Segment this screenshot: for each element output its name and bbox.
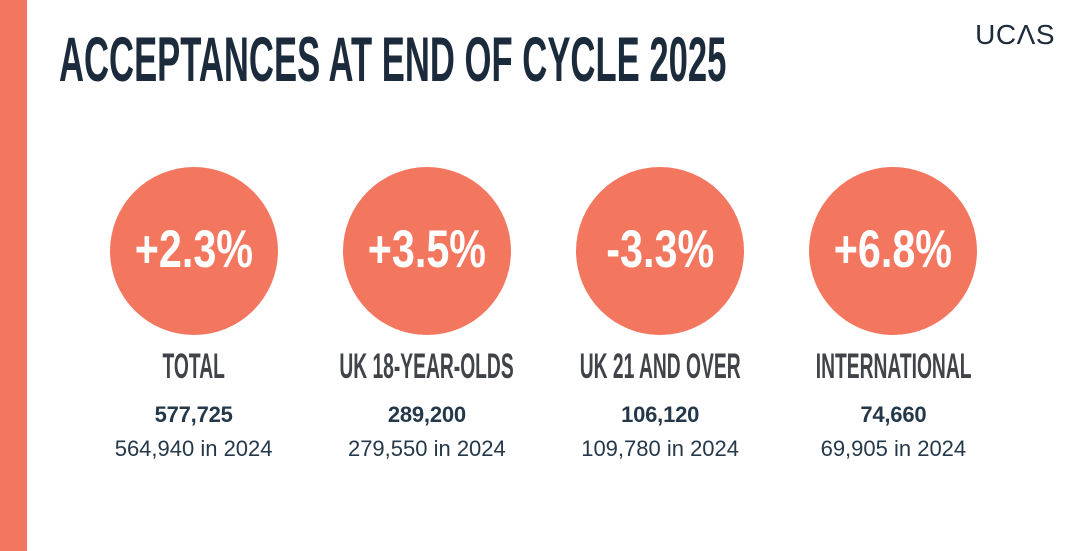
value-2025: 74,660 — [860, 402, 927, 427]
change-circle: +6.8% — [809, 167, 978, 335]
page-title: ACCEPTANCES AT END OF CYCLE 2025 — [59, 25, 727, 95]
ucas-logo: UCΛS — [975, 19, 1055, 50]
change-percentage: +3.5% — [367, 219, 487, 279]
change-circle: +2.3% — [109, 167, 278, 335]
stat-column-total: +2.3% TOTAL 577,725 564,940 in 2024 — [77, 167, 310, 462]
change-percentage: -3.3% — [606, 219, 715, 279]
stat-label: UK 21 AND OVER — [579, 347, 741, 386]
change-circle: +3.5% — [342, 167, 511, 335]
stat-column-international: +6.8% INTERNATIONAL 74,660 69,905 in 202… — [777, 167, 1010, 462]
stat-label: TOTAL — [162, 347, 225, 386]
value-2025: 106,120 — [621, 402, 700, 427]
stats-row: +2.3% TOTAL 577,725 564,940 in 2024 +3.5… — [77, 167, 1010, 462]
stat-label: UK 18-YEAR-OLDS — [339, 347, 515, 386]
stat-label: INTERNATIONAL — [815, 347, 972, 386]
change-circle: -3.3% — [576, 167, 745, 335]
value-2025: 577,725 — [154, 402, 233, 427]
value-2024: 279,550 in 2024 — [347, 436, 506, 462]
left-accent-bar — [0, 0, 27, 551]
stat-column-uk-18-year-olds: +3.5% UK 18-YEAR-OLDS 289,200 279,550 in… — [310, 167, 543, 462]
value-2024: 69,905 in 2024 — [820, 436, 967, 462]
value-2024: 109,780 in 2024 — [581, 436, 740, 462]
value-2025: 289,200 — [387, 402, 466, 427]
stat-column-uk-21-and-over: -3.3% UK 21 AND OVER 106,120 109,780 in … — [544, 167, 777, 462]
change-percentage: +2.3% — [134, 219, 253, 279]
value-2024: 564,940 in 2024 — [114, 436, 273, 462]
change-percentage: +6.8% — [834, 219, 953, 279]
